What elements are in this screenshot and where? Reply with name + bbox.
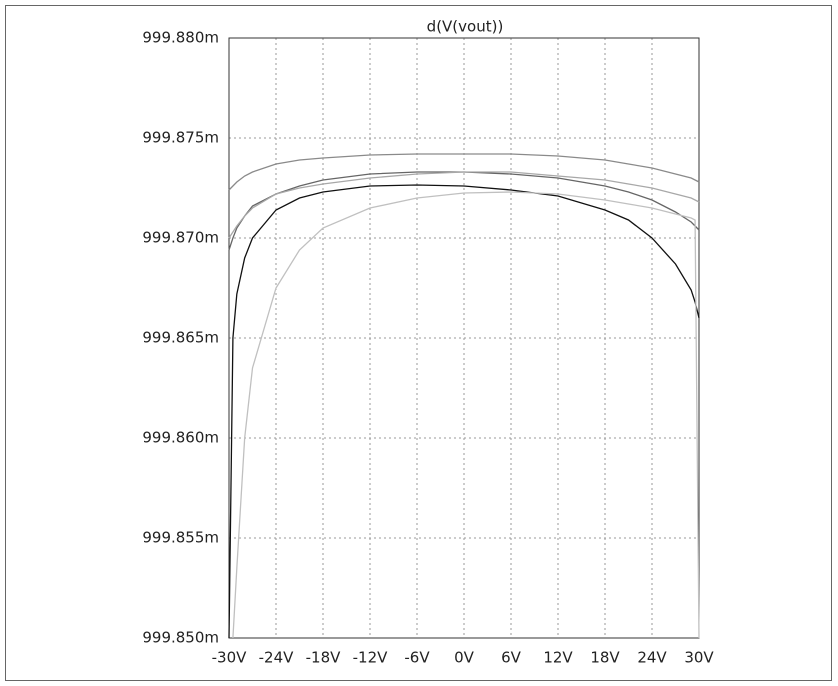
x-tick-label: -12V: [353, 649, 388, 667]
y-tick-label: 999.870m: [142, 229, 219, 247]
y-tick-label: 999.865m: [142, 329, 219, 347]
y-tick-label: 999.860m: [142, 429, 219, 447]
y-tick-label: 999.880m: [142, 29, 219, 47]
series-line: [228, 171, 700, 239]
y-tick-label: 999.855m: [142, 529, 219, 547]
x-tick-label: -6V: [404, 649, 430, 667]
x-tick-label: -24V: [259, 649, 294, 667]
x-tick-label: 0V: [454, 649, 475, 667]
chart-title: d(V(vout)): [427, 18, 504, 36]
y-tick-label: 999.875m: [142, 129, 219, 147]
x-tick-label: -30V: [212, 649, 247, 667]
series-line: [228, 184, 700, 639]
y-tick-label: 999.850m: [142, 629, 219, 647]
x-tick-label: 12V: [543, 649, 573, 667]
series-line: [228, 153, 700, 191]
frame: [5, 5, 832, 681]
series-line: [232, 191, 700, 639]
x-tick-label: 30V: [684, 649, 714, 667]
x-tick-label: 24V: [637, 649, 667, 667]
x-tick-label: -18V: [306, 649, 341, 667]
plot-area: [228, 37, 700, 639]
x-tick-label: 18V: [590, 649, 620, 667]
x-tick-label: 6V: [501, 649, 522, 667]
